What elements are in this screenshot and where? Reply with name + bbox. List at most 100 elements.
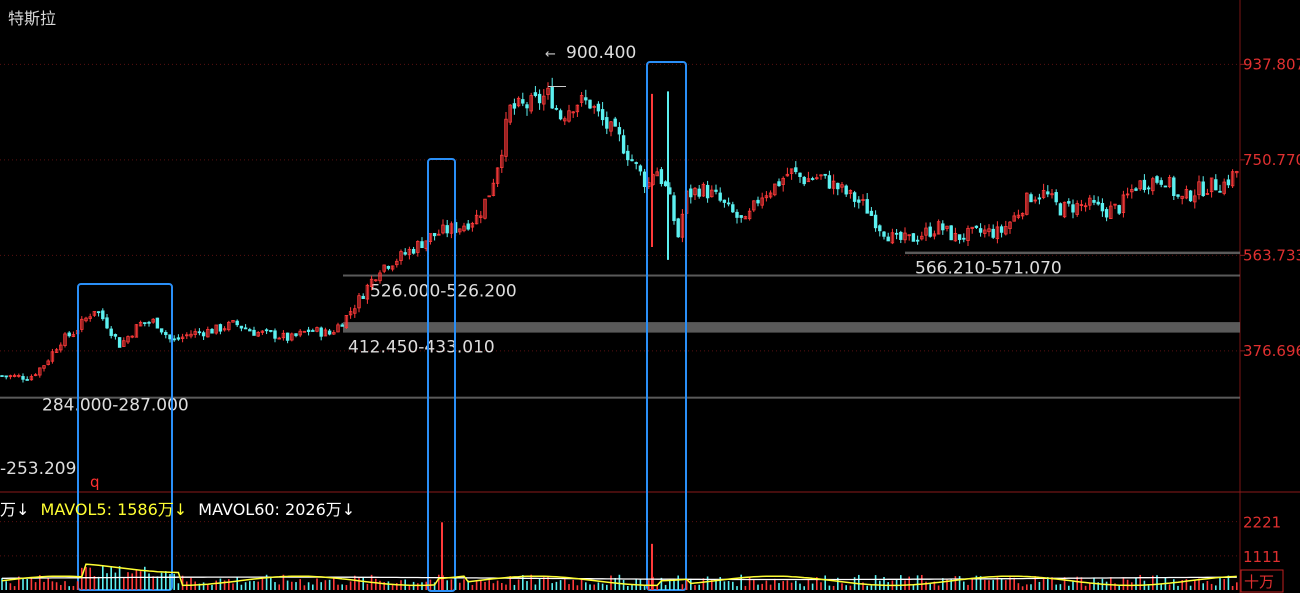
candle-body	[529, 95, 533, 112]
candle-body	[949, 225, 953, 241]
candle-body	[987, 228, 991, 233]
candle-body	[416, 241, 420, 253]
mavol60-label: MAVOL60: 2026万↓	[198, 500, 356, 519]
candle-body	[92, 311, 97, 316]
candle-body	[126, 336, 130, 343]
candle-body	[1222, 181, 1226, 194]
candle-body	[269, 330, 273, 332]
candle-body	[991, 228, 995, 238]
candle-body	[151, 318, 155, 323]
candle-body	[239, 325, 244, 329]
candle-body	[907, 234, 911, 237]
candle-body	[458, 228, 462, 233]
candle-body	[1079, 204, 1084, 207]
candle-body	[1067, 201, 1071, 204]
candle-body	[235, 320, 239, 326]
volume-unit-label: 十万	[1244, 573, 1274, 591]
candle-body	[542, 95, 546, 105]
mavol5-line	[1, 563, 1237, 587]
candle-body	[193, 331, 197, 335]
candle-body	[332, 332, 336, 335]
candle-body	[680, 213, 685, 238]
candle-body	[550, 86, 554, 109]
candle-body	[689, 188, 693, 198]
candle-body	[1155, 176, 1159, 183]
candle-body	[1025, 192, 1029, 215]
candle-body	[915, 239, 920, 242]
candle-body	[525, 104, 529, 109]
candle-body	[802, 176, 806, 185]
candle-body	[298, 330, 302, 336]
highlight-box[interactable]	[427, 158, 456, 592]
candle-body	[899, 231, 903, 240]
candle-body	[50, 351, 55, 362]
candle-body	[571, 111, 575, 114]
candle-body	[626, 150, 630, 161]
candle-body	[1109, 205, 1113, 219]
candle-body	[894, 232, 899, 235]
highlight-box[interactable]	[77, 283, 173, 591]
candle-body	[248, 329, 252, 332]
candle-body	[819, 174, 823, 177]
candle-body	[168, 334, 172, 340]
candle-body	[4, 375, 8, 378]
candle-body	[752, 200, 756, 211]
candle-body	[1197, 181, 1201, 196]
candle-body	[995, 226, 1000, 240]
candle-body	[663, 181, 668, 187]
candle-body	[180, 336, 185, 339]
candle-body	[1054, 192, 1058, 203]
stock-title: 特斯拉	[8, 9, 57, 28]
candle-body	[164, 331, 168, 336]
candle-body	[739, 215, 743, 218]
candle-body	[1218, 190, 1222, 193]
candle-body	[1033, 199, 1037, 202]
candle-body	[357, 295, 361, 309]
candle-body	[59, 344, 63, 351]
candle-body	[882, 231, 886, 237]
candle-body	[0, 375, 4, 377]
candle-body	[294, 333, 298, 337]
candle-body	[29, 376, 34, 381]
candle-body	[714, 189, 718, 192]
candle-body	[886, 236, 890, 242]
candle-body	[1205, 193, 1210, 195]
candle-body	[731, 204, 735, 213]
candle-body	[445, 225, 449, 234]
candle-body	[798, 172, 802, 177]
candle-body	[323, 329, 328, 337]
candle-body	[281, 332, 286, 339]
highlight-box[interactable]	[646, 61, 687, 591]
candle-body	[222, 328, 227, 331]
candle-body	[1020, 212, 1025, 217]
candle-body	[865, 199, 869, 214]
candle-body	[1088, 197, 1092, 206]
candle-body	[1180, 195, 1184, 199]
candle-body	[201, 332, 206, 337]
candle-body	[978, 228, 983, 233]
candle-body	[227, 321, 231, 331]
candle-body	[630, 159, 634, 162]
candle-body	[760, 197, 764, 206]
candle-body	[579, 95, 584, 103]
candle-body	[147, 321, 151, 324]
high-arrow: ←	[545, 47, 556, 62]
candle-body	[1235, 170, 1239, 174]
candle-body	[768, 192, 773, 198]
candle-body	[403, 252, 407, 255]
candle-body	[836, 182, 840, 190]
candle-body	[584, 97, 588, 101]
candle-body	[96, 311, 101, 314]
candle-body	[512, 103, 517, 109]
volume-tick-label: 1111	[1243, 548, 1281, 566]
candle-body	[1188, 190, 1193, 202]
candle-body	[928, 226, 932, 237]
candle-body	[794, 167, 798, 173]
candle-body	[966, 227, 970, 241]
candle-body	[857, 199, 861, 203]
candle-body	[80, 318, 84, 330]
candle-body	[999, 226, 1004, 233]
price-zone	[343, 274, 1240, 277]
candle-body	[88, 316, 92, 319]
